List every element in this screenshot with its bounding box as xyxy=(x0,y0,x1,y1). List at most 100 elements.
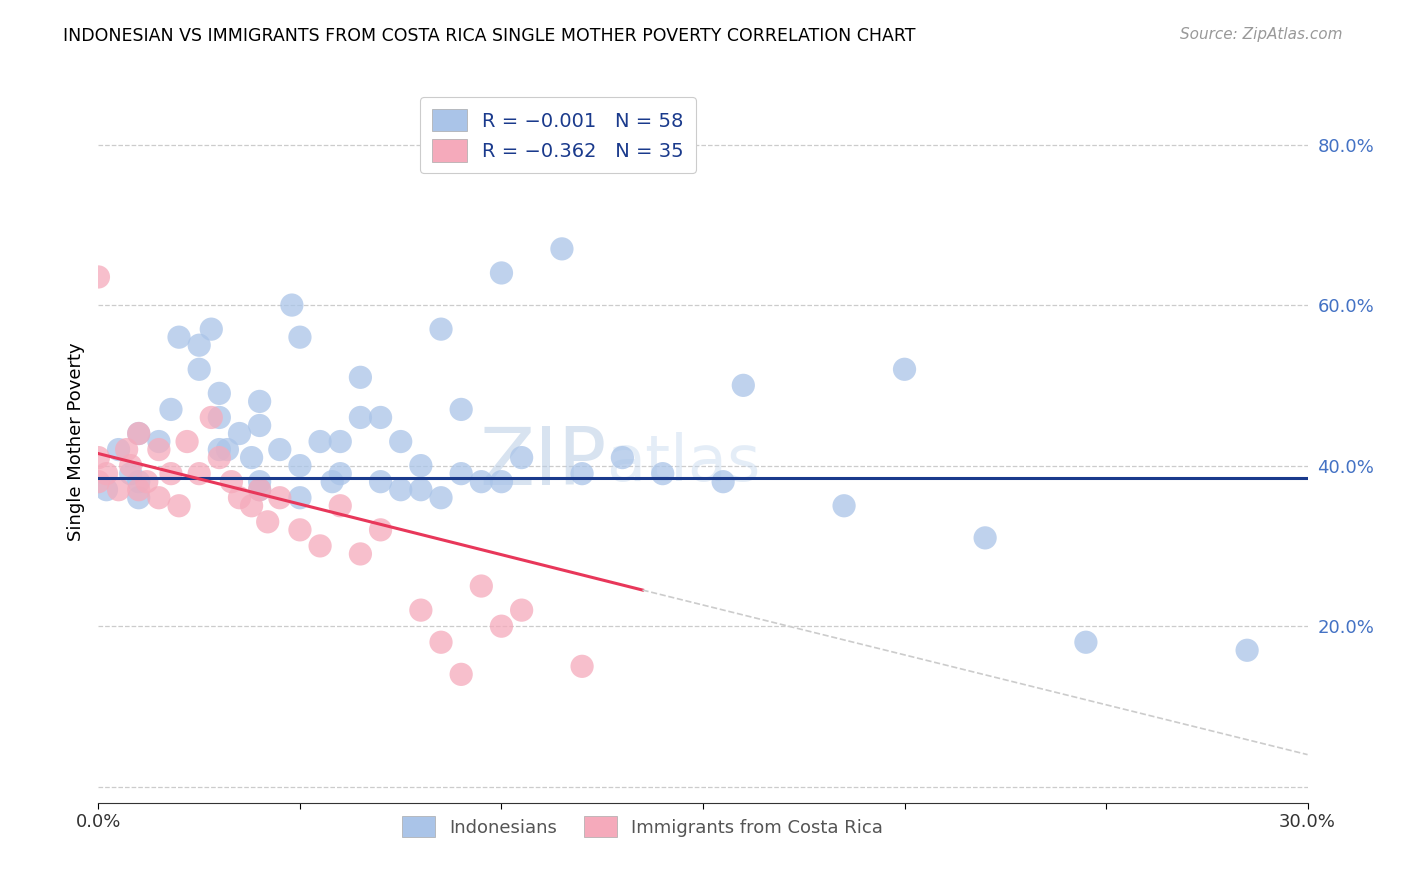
Point xyxy=(96,483,118,497)
Point xyxy=(87,475,110,489)
Point xyxy=(974,531,997,545)
Point xyxy=(510,603,533,617)
Point xyxy=(128,426,150,441)
Point xyxy=(128,483,150,497)
Point xyxy=(96,467,118,481)
Point xyxy=(430,635,453,649)
Point xyxy=(249,483,271,497)
Text: atlas: atlas xyxy=(606,433,761,494)
Point xyxy=(288,523,311,537)
Point xyxy=(309,434,332,449)
Point xyxy=(329,434,352,449)
Point xyxy=(571,659,593,673)
Legend: Indonesians, Immigrants from Costa Rica: Indonesians, Immigrants from Costa Rica xyxy=(395,809,890,845)
Point xyxy=(148,434,170,449)
Text: Source: ZipAtlas.com: Source: ZipAtlas.com xyxy=(1180,27,1343,42)
Point xyxy=(288,491,311,505)
Point xyxy=(188,338,211,352)
Point xyxy=(120,467,142,481)
Point xyxy=(228,426,250,441)
Point xyxy=(128,491,150,505)
Point xyxy=(551,242,574,256)
Point xyxy=(1074,635,1097,649)
Point xyxy=(430,491,453,505)
Point xyxy=(249,475,271,489)
Point xyxy=(167,330,190,344)
Point xyxy=(167,499,190,513)
Point xyxy=(148,442,170,457)
Point xyxy=(491,619,513,633)
Point xyxy=(491,266,513,280)
Point xyxy=(135,475,157,489)
Point xyxy=(200,410,222,425)
Point xyxy=(370,410,392,425)
Point xyxy=(349,370,371,384)
Text: INDONESIAN VS IMMIGRANTS FROM COSTA RICA SINGLE MOTHER POVERTY CORRELATION CHART: INDONESIAN VS IMMIGRANTS FROM COSTA RICA… xyxy=(63,27,915,45)
Point xyxy=(148,491,170,505)
Point xyxy=(200,322,222,336)
Point xyxy=(188,467,211,481)
Point xyxy=(309,539,332,553)
Point xyxy=(208,450,231,465)
Point xyxy=(269,442,291,457)
Point xyxy=(208,442,231,457)
Point xyxy=(510,450,533,465)
Point xyxy=(269,491,291,505)
Point xyxy=(711,475,734,489)
Point xyxy=(288,458,311,473)
Point xyxy=(107,483,129,497)
Point xyxy=(160,402,183,417)
Point xyxy=(288,330,311,344)
Text: ZIP: ZIP xyxy=(479,425,606,502)
Point xyxy=(389,434,412,449)
Point xyxy=(87,269,110,284)
Point xyxy=(450,667,472,681)
Point xyxy=(249,483,271,497)
Point xyxy=(256,515,278,529)
Point xyxy=(370,523,392,537)
Point xyxy=(409,458,432,473)
Point xyxy=(281,298,304,312)
Point xyxy=(491,475,513,489)
Point xyxy=(349,410,371,425)
Point xyxy=(208,386,231,401)
Point xyxy=(389,483,412,497)
Point xyxy=(651,467,673,481)
Point xyxy=(470,475,492,489)
Point xyxy=(349,547,371,561)
Point xyxy=(128,426,150,441)
Point xyxy=(612,450,634,465)
Point xyxy=(409,603,432,617)
Point xyxy=(221,475,243,489)
Point xyxy=(733,378,755,392)
Point xyxy=(450,402,472,417)
Y-axis label: Single Mother Poverty: Single Mother Poverty xyxy=(66,343,84,541)
Point xyxy=(1236,643,1258,657)
Point xyxy=(240,499,263,513)
Point xyxy=(228,491,250,505)
Point xyxy=(893,362,915,376)
Point xyxy=(240,450,263,465)
Point xyxy=(571,467,593,481)
Point xyxy=(128,475,150,489)
Point xyxy=(321,475,343,489)
Point xyxy=(370,475,392,489)
Point xyxy=(120,458,142,473)
Point xyxy=(160,467,183,481)
Point xyxy=(176,434,198,449)
Point xyxy=(87,450,110,465)
Point xyxy=(188,362,211,376)
Point xyxy=(329,499,352,513)
Point xyxy=(249,394,271,409)
Point xyxy=(409,483,432,497)
Point xyxy=(115,442,138,457)
Point xyxy=(249,418,271,433)
Point xyxy=(832,499,855,513)
Point xyxy=(450,467,472,481)
Point xyxy=(208,410,231,425)
Point xyxy=(329,467,352,481)
Point xyxy=(430,322,453,336)
Point xyxy=(470,579,492,593)
Point xyxy=(217,442,239,457)
Point xyxy=(107,442,129,457)
